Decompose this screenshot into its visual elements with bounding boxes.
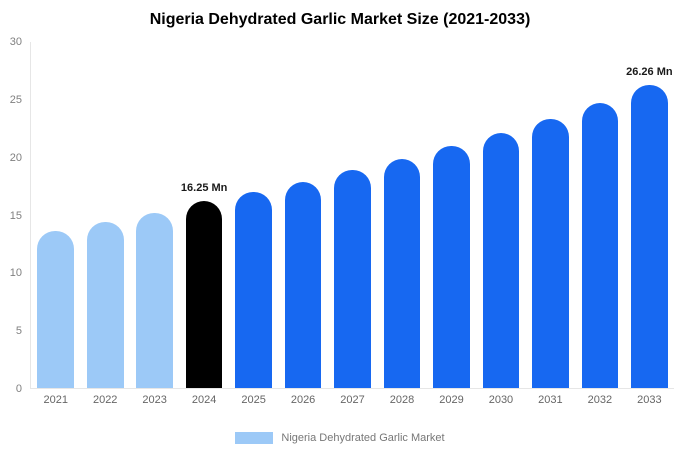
x-tick-2031: 2031	[538, 394, 563, 406]
bar-slot-2021: 2021	[31, 42, 80, 406]
bar-slot-2024: 16.25 Mn 2024	[179, 42, 228, 406]
x-tick-2026: 2026	[290, 394, 316, 406]
x-tick-2022: 2022	[92, 394, 118, 406]
bar-2022[interactable]	[86, 221, 124, 388]
x-tick-2030: 2030	[488, 394, 514, 406]
x-tick-2021: 2021	[43, 394, 68, 406]
bar-2031[interactable]	[532, 118, 569, 388]
plot-area: 2021 2022 2023 16.25 Mn 2024 2025 2026 2027 2028…	[30, 42, 674, 406]
bar-slot-2022: 2022	[80, 42, 129, 406]
chart-title: Nigeria Dehydrated Garlic Market Size (2…	[149, 11, 531, 28]
bar-2024[interactable]	[185, 200, 223, 388]
bar-slot-2027: 2027	[328, 42, 377, 406]
y-axis: 0 5 10 15 20 25 30	[0, 36, 26, 395]
legend-swatch	[235, 432, 274, 444]
y-tick-10: 10	[9, 267, 22, 280]
legend-item[interactable]: Nigeria Dehydrated Garlic Market	[0, 432, 680, 444]
value-label-2033: 26.26 Mn	[626, 66, 673, 79]
bar-slot-2033: 26.26 Mn 2033	[625, 42, 674, 406]
bar-slot-2028: 2028	[377, 42, 426, 406]
bar-2025[interactable]	[235, 191, 272, 388]
value-label-2024: 16.25 Mn	[180, 181, 228, 194]
bar-2026[interactable]	[284, 181, 322, 388]
bar-2029[interactable]	[433, 145, 470, 388]
y-tick-5: 5	[15, 325, 22, 338]
bar-2032[interactable]	[581, 103, 619, 388]
legend-label: Nigeria Dehydrated Garlic Market	[281, 432, 445, 444]
bar-slot-2030: 2030	[476, 42, 525, 406]
x-tick-2029: 2029	[439, 394, 464, 406]
bar-2023[interactable]	[136, 212, 173, 388]
y-tick-20: 20	[9, 151, 22, 164]
bar-2027[interactable]	[334, 170, 371, 388]
bar-slot-2029: 2029	[427, 42, 476, 406]
bar-2028[interactable]	[383, 158, 421, 388]
y-tick-30: 30	[9, 36, 22, 48]
x-tick-2033: 2033	[637, 394, 662, 406]
y-tick-0: 0	[15, 383, 22, 395]
x-tick-2027: 2027	[340, 394, 365, 406]
x-tick-2025: 2025	[241, 394, 266, 406]
bar-slot-2032: 2032	[575, 42, 624, 406]
bar-slot-2023: 2023	[130, 42, 179, 406]
y-tick-25: 25	[9, 93, 22, 106]
bar-slot-2031: 2031	[526, 42, 575, 406]
bar-slot-2026: 2026	[278, 42, 327, 406]
x-tick-2032: 2032	[587, 394, 613, 406]
x-tick-2024: 2024	[191, 394, 217, 406]
x-tick-2028: 2028	[389, 394, 415, 406]
x-tick-2023: 2023	[142, 394, 167, 406]
bar-slot-2025: 2025	[229, 42, 278, 406]
bar-2033[interactable]	[631, 85, 668, 388]
bar-2030[interactable]	[482, 132, 520, 388]
bar-2021[interactable]	[37, 231, 75, 388]
y-tick-15: 15	[9, 209, 22, 222]
